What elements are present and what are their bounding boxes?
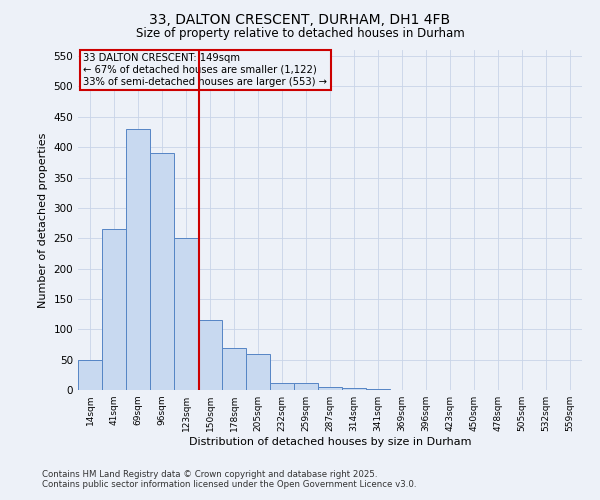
- Y-axis label: Number of detached properties: Number of detached properties: [38, 132, 48, 308]
- Bar: [174, 238, 198, 390]
- Bar: [102, 229, 126, 390]
- Bar: [222, 348, 246, 390]
- Text: 33, DALTON CRESCENT, DURHAM, DH1 4FB: 33, DALTON CRESCENT, DURHAM, DH1 4FB: [149, 12, 451, 26]
- X-axis label: Distribution of detached houses by size in Durham: Distribution of detached houses by size …: [189, 437, 471, 447]
- Text: Size of property relative to detached houses in Durham: Size of property relative to detached ho…: [136, 28, 464, 40]
- Bar: [150, 153, 174, 390]
- Bar: [342, 388, 366, 390]
- Bar: [126, 129, 150, 390]
- Bar: [78, 360, 102, 390]
- Text: Contains HM Land Registry data © Crown copyright and database right 2025.
Contai: Contains HM Land Registry data © Crown c…: [42, 470, 416, 489]
- Bar: [270, 382, 294, 390]
- Text: 33 DALTON CRESCENT: 149sqm
← 67% of detached houses are smaller (1,122)
33% of s: 33 DALTON CRESCENT: 149sqm ← 67% of deta…: [83, 54, 327, 86]
- Bar: [318, 387, 342, 390]
- Bar: [294, 382, 318, 390]
- Bar: [246, 354, 270, 390]
- Bar: [198, 320, 222, 390]
